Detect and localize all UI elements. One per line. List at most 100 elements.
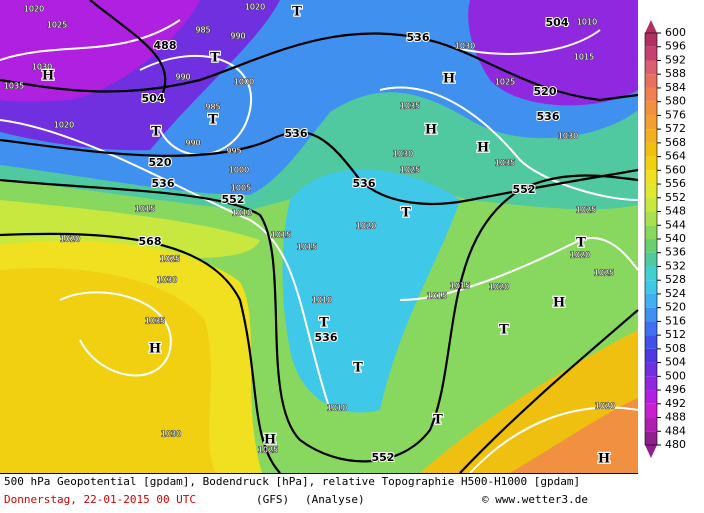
colorbar-segment [645, 225, 657, 239]
colorbar-label: 512 [665, 328, 686, 341]
geopotential-label: 568 [139, 235, 162, 248]
colorbar-label: 508 [665, 342, 686, 355]
isobar-label: 1020 [570, 251, 590, 260]
isobar-label: 1030 [157, 276, 177, 285]
pressure-center: T [319, 316, 329, 331]
colorbar-label: 484 [665, 424, 686, 437]
isobar-label: 1025 [495, 78, 515, 87]
isobar-label: 1005 [231, 184, 251, 193]
colorbar-segment [645, 362, 657, 377]
isobar-label: 1025 [47, 21, 67, 30]
isobar-label: 990 [230, 32, 245, 41]
colorbar-segment [645, 101, 657, 116]
geopotential-label: 520 [534, 85, 557, 98]
colorbar-label: 548 [665, 205, 686, 218]
geopotential-lines [0, 0, 639, 474]
footer-description: 500 hPa Geopotential [gpdam], Bodendruck… [4, 475, 580, 488]
colorbar-label: 568 [665, 136, 686, 149]
footer-background [0, 473, 704, 513]
isobar-label: 1020 [356, 222, 376, 231]
colorbar-label: 500 [665, 369, 686, 382]
colorbar-segment [645, 390, 657, 404]
colorbar-label: 528 [665, 273, 686, 286]
pressure-center: T [151, 125, 161, 140]
isobar-label: 1015 [297, 243, 317, 252]
colorbar-label: 580 [665, 95, 686, 108]
colorbar-segment [645, 87, 657, 102]
colorbar-segment [645, 252, 657, 267]
colorbar-segment [645, 115, 657, 130]
colorbar-arrow [645, 445, 657, 458]
isobar-label: 1020 [24, 5, 44, 14]
pressure-center: T [576, 236, 586, 251]
colorbar-label: 564 [665, 150, 686, 163]
contour [0, 232, 281, 474]
colorbar-label: 596 [665, 40, 686, 53]
colorbar-label: 516 [665, 314, 686, 327]
isobar-label: 1015 [574, 53, 594, 62]
isobar-label: 1020 [595, 402, 615, 411]
pressure-center: T [401, 206, 411, 221]
isobar [399, 237, 639, 301]
pressure-center: H [443, 72, 455, 87]
pressure-center: T [210, 51, 220, 66]
isobar [379, 86, 639, 201]
colorbar-label: 600 [665, 26, 686, 39]
pressure-center: T [499, 323, 509, 338]
colorbar-arrow [645, 20, 657, 33]
footer-run: (Analyse) [305, 493, 365, 506]
isobar-label: 1030 [32, 63, 52, 72]
isobars [0, 19, 639, 474]
colorbar-label: 532 [665, 259, 686, 272]
pressure-center: T [433, 413, 443, 428]
isobar-label: 1015 [450, 282, 470, 291]
colorbar-segment [645, 335, 657, 349]
colorbar-label: 496 [665, 383, 686, 396]
footer-site: © www.wetter3.de [482, 493, 588, 506]
map-region [468, 0, 638, 106]
colorbar-label: 540 [665, 232, 686, 245]
contour [0, 32, 639, 102]
isobar [0, 119, 331, 411]
geopotential-label: 488 [154, 39, 177, 52]
isobar-label: 1010 [577, 18, 597, 27]
colorbar-segment [645, 293, 657, 308]
isobar-label: 1000 [234, 78, 254, 87]
colorbar-segment [645, 211, 657, 226]
colorbar-segment [645, 142, 657, 157]
isobar-label: 1025 [258, 446, 278, 455]
geopotential-label: 536 [407, 31, 430, 44]
colorbar-label: 520 [665, 301, 686, 314]
colorbar-segment [645, 376, 657, 391]
colorbar-segment [645, 266, 657, 281]
colorbar-segment [645, 417, 657, 432]
isobar [469, 406, 639, 474]
geopotential-label: 552 [222, 193, 245, 206]
contour [0, 174, 639, 463]
pressure-center: T [353, 361, 363, 376]
colorbar-label: 544 [665, 218, 686, 231]
colorbar-segment [645, 129, 657, 143]
footer-model: (GFS) [256, 493, 289, 506]
map-region [0, 0, 200, 102]
geopotential-label: 504 [142, 92, 165, 105]
pressure-center: T [292, 5, 302, 20]
colorbar-segment [645, 184, 657, 198]
isobar-label: 990 [175, 73, 190, 82]
geopotential-label: 504 [546, 16, 569, 29]
isobar-label: 1010 [327, 404, 347, 413]
isobar-label: 990 [185, 139, 200, 148]
isobar-label: 1010 [232, 209, 252, 218]
colorbar-label: 524 [665, 287, 686, 300]
colorbar-label: 536 [665, 246, 686, 259]
contour [459, 309, 639, 474]
isobar-label: 985 [195, 26, 210, 35]
colorbar-segment [645, 170, 657, 185]
pressure-center: H [42, 69, 54, 84]
colorbar-label: 572 [665, 122, 686, 135]
pressure-center: H [598, 452, 610, 467]
isobar [59, 291, 172, 377]
isobar-label: 985 [205, 103, 220, 112]
pressure-center: H [264, 433, 276, 448]
isobar-label: 1020 [245, 3, 265, 12]
